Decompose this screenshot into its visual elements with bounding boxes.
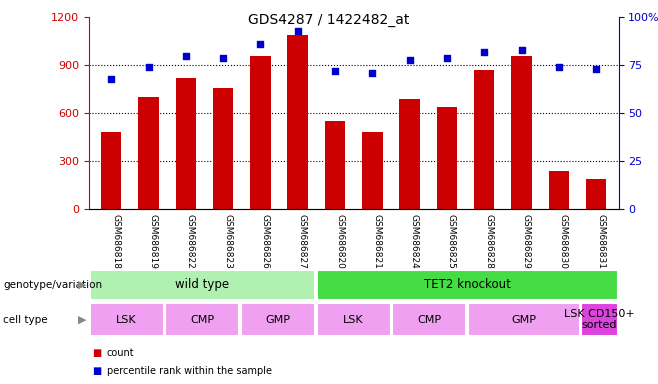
Bar [474, 70, 495, 209]
Bar [316, 303, 391, 336]
Point [255, 41, 266, 47]
Bar [582, 303, 618, 336]
Text: LSK: LSK [343, 314, 364, 325]
Text: LSK CD150+
sorted: LSK CD150+ sorted [564, 309, 635, 331]
Text: TET2 knockout: TET2 knockout [424, 278, 511, 291]
Point [367, 70, 378, 76]
Text: GSM686818: GSM686818 [111, 214, 120, 269]
Text: GSM686821: GSM686821 [372, 214, 382, 269]
Bar [549, 171, 569, 209]
Text: CMP: CMP [190, 314, 215, 325]
Bar [399, 99, 420, 209]
Text: LSK: LSK [116, 314, 137, 325]
Text: percentile rank within the sample: percentile rank within the sample [107, 366, 272, 376]
Text: ■: ■ [92, 366, 101, 376]
Text: GDS4287 / 1422482_at: GDS4287 / 1422482_at [248, 13, 410, 27]
Bar [586, 179, 607, 209]
Point [180, 53, 191, 59]
Text: GSM686824: GSM686824 [410, 214, 418, 269]
Text: wild type: wild type [175, 278, 230, 291]
Point [218, 55, 228, 61]
Bar [138, 97, 159, 209]
Text: GSM686826: GSM686826 [261, 214, 269, 269]
Bar [89, 270, 315, 300]
Bar [241, 303, 315, 336]
Bar [325, 121, 345, 209]
Point [591, 66, 601, 72]
Text: GMP: GMP [266, 314, 290, 325]
Text: GSM686831: GSM686831 [596, 214, 605, 269]
Text: GSM686823: GSM686823 [223, 214, 232, 269]
Text: ▶: ▶ [78, 314, 86, 325]
Point [292, 28, 303, 34]
Text: GMP: GMP [511, 314, 536, 325]
Bar [89, 303, 164, 336]
Bar [468, 303, 580, 336]
Point [106, 76, 116, 82]
Text: GSM686819: GSM686819 [149, 214, 157, 269]
Text: ▶: ▶ [78, 280, 86, 290]
Text: count: count [107, 348, 134, 358]
Text: GSM686829: GSM686829 [522, 214, 530, 269]
Text: GSM686830: GSM686830 [559, 214, 568, 269]
Text: GSM686820: GSM686820 [335, 214, 344, 269]
Bar [101, 132, 122, 209]
Point [143, 64, 154, 70]
Point [442, 55, 452, 61]
Text: CMP: CMP [417, 314, 442, 325]
Point [330, 68, 340, 74]
Bar [437, 107, 457, 209]
Bar [176, 78, 196, 209]
Point [517, 47, 527, 53]
Text: GSM686822: GSM686822 [186, 214, 195, 269]
Bar [511, 56, 532, 209]
Text: genotype/variation: genotype/variation [3, 280, 103, 290]
Text: GSM686828: GSM686828 [484, 214, 494, 269]
Bar [288, 35, 308, 209]
Text: GSM686825: GSM686825 [447, 214, 456, 269]
Text: GSM686827: GSM686827 [297, 214, 307, 269]
Bar [165, 303, 240, 336]
Point [405, 56, 415, 63]
Bar [392, 303, 467, 336]
Point [553, 64, 564, 70]
Text: ■: ■ [92, 348, 101, 358]
Bar [250, 56, 270, 209]
Bar [316, 270, 618, 300]
Bar [213, 88, 234, 209]
Text: cell type: cell type [3, 314, 48, 325]
Bar [362, 132, 382, 209]
Point [479, 49, 490, 55]
